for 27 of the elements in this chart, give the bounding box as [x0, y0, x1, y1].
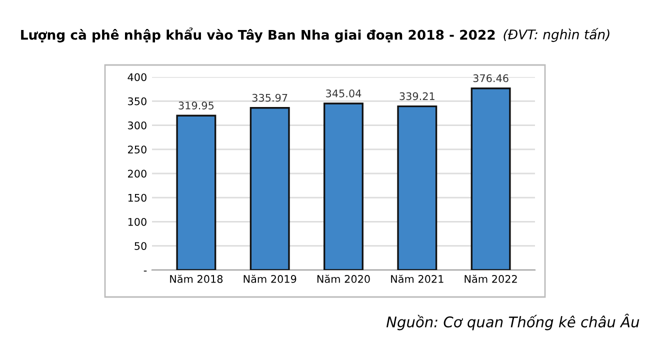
y-tick-label: 300: [128, 121, 146, 130]
x-tick-label: Năm 2022: [464, 274, 517, 283]
y-tick-label: 200: [128, 170, 146, 178]
bar: [176, 114, 216, 270]
x-tick-label: Năm 2018: [170, 274, 223, 283]
y-tick-label: 400: [128, 73, 146, 82]
data-label: 335.97: [252, 94, 288, 102]
bar: [250, 107, 290, 270]
chart-title: Lượng cà phê nhập khẩu vào Tây Ban Nha giai đoạn 2018 - 2022: [21, 28, 495, 42]
bar: [397, 105, 438, 270]
y-tick-label: 250: [128, 146, 146, 154]
y-tick-label: 350: [128, 97, 146, 106]
bar: [470, 88, 511, 270]
y-tick-label: 150: [128, 194, 146, 202]
data-label: 339.21: [400, 92, 434, 100]
y-tick-label: 50: [134, 242, 146, 250]
x-tick-label: Năm 2020: [317, 274, 370, 283]
y-tick-label: 100: [128, 218, 146, 226]
data-label: 345.04: [326, 89, 362, 98]
data-label: 319.95: [178, 102, 214, 110]
x-tick-label: Năm 2019: [244, 274, 296, 283]
x-tick-label: Năm 2021: [391, 274, 444, 283]
y-tick-label: -: [144, 270, 147, 272]
text: Nguồn: Cơ quan Thống kê châu Âu: [386, 314, 640, 330]
data-label: 376.46: [473, 74, 508, 82]
chart-subtitle: (ĐVT: nghìn tấn): [504, 28, 610, 42]
bar: [324, 102, 364, 270]
